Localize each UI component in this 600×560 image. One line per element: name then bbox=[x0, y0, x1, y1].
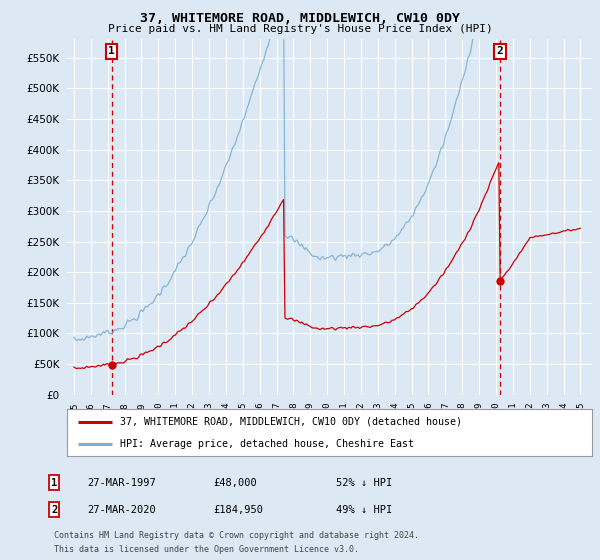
Text: 1: 1 bbox=[108, 46, 115, 57]
Text: This data is licensed under the Open Government Licence v3.0.: This data is licensed under the Open Gov… bbox=[54, 545, 359, 554]
Text: £184,950: £184,950 bbox=[213, 505, 263, 515]
Text: 37, WHITEMORE ROAD, MIDDLEWICH, CW10 0DY: 37, WHITEMORE ROAD, MIDDLEWICH, CW10 0DY bbox=[140, 12, 460, 25]
Text: HPI: Average price, detached house, Cheshire East: HPI: Average price, detached house, Ches… bbox=[120, 438, 414, 449]
Text: 49% ↓ HPI: 49% ↓ HPI bbox=[336, 505, 392, 515]
Text: 1: 1 bbox=[51, 478, 57, 488]
Text: 27-MAR-2020: 27-MAR-2020 bbox=[87, 505, 156, 515]
Text: 2: 2 bbox=[496, 46, 503, 57]
Text: Price paid vs. HM Land Registry's House Price Index (HPI): Price paid vs. HM Land Registry's House … bbox=[107, 24, 493, 34]
Text: 52% ↓ HPI: 52% ↓ HPI bbox=[336, 478, 392, 488]
Text: Contains HM Land Registry data © Crown copyright and database right 2024.: Contains HM Land Registry data © Crown c… bbox=[54, 531, 419, 540]
Text: £48,000: £48,000 bbox=[213, 478, 257, 488]
Text: 27-MAR-1997: 27-MAR-1997 bbox=[87, 478, 156, 488]
Text: 2: 2 bbox=[51, 505, 57, 515]
Text: 37, WHITEMORE ROAD, MIDDLEWICH, CW10 0DY (detached house): 37, WHITEMORE ROAD, MIDDLEWICH, CW10 0DY… bbox=[120, 417, 462, 427]
